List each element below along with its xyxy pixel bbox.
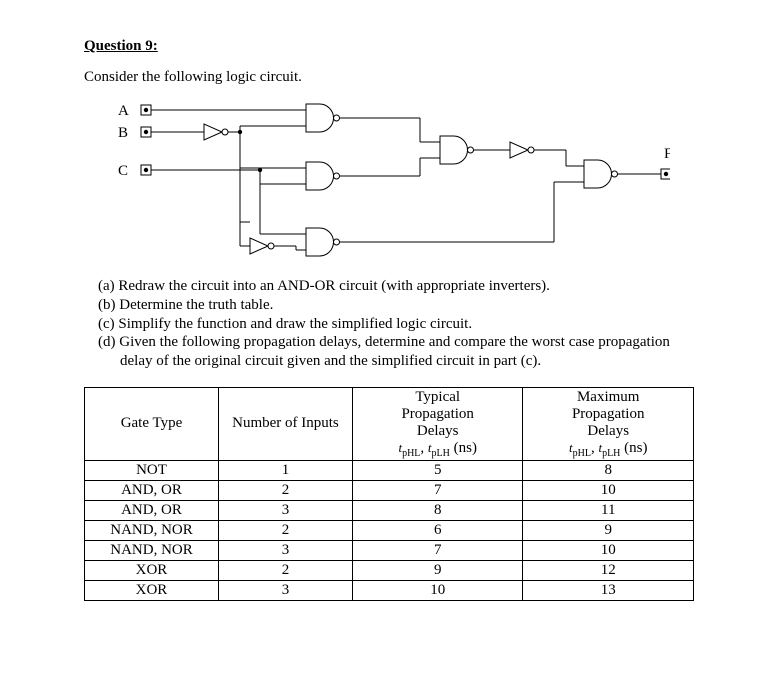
circuit-diagram: AB C F — [110, 96, 694, 271]
table-cell: 3 — [218, 500, 352, 520]
table-row: XOR31013 — [85, 580, 694, 600]
delays-table: Gate TypeNumber of InputsTypicalPropagat… — [84, 387, 694, 601]
table-cell: 5 — [352, 460, 523, 480]
question-title: Question 9: — [84, 38, 694, 55]
col-header: MaximumPropagationDelaystpHL, tpLH (ns) — [523, 387, 694, 460]
table-cell: 3 — [218, 580, 352, 600]
table-cell: 10 — [523, 480, 694, 500]
part-b: (b) Determine the truth table. — [84, 296, 694, 315]
table-cell: 1 — [218, 460, 352, 480]
table-cell: 10 — [352, 580, 523, 600]
table-cell: AND, OR — [85, 480, 219, 500]
table-row: NOT158 — [85, 460, 694, 480]
table-cell: NAND, NOR — [85, 520, 219, 540]
table-cell: 9 — [523, 520, 694, 540]
table-cell: 8 — [523, 460, 694, 480]
logic-circuit-svg: AB C F — [110, 96, 670, 266]
table-row: AND, OR2710 — [85, 480, 694, 500]
table-cell: XOR — [85, 560, 219, 580]
table-cell: 10 — [523, 540, 694, 560]
svg-text:A: A — [118, 103, 129, 119]
col-header: Number of Inputs — [218, 387, 352, 460]
table-cell: XOR — [85, 580, 219, 600]
table-cell: 7 — [352, 540, 523, 560]
col-header: TypicalPropagationDelaystpHL, tpLH (ns) — [352, 387, 523, 460]
table-cell: 8 — [352, 500, 523, 520]
table-cell: 11 — [523, 500, 694, 520]
table-cell: 9 — [352, 560, 523, 580]
svg-text:C: C — [118, 163, 128, 179]
table-cell: 6 — [352, 520, 523, 540]
table-row: NAND, NOR269 — [85, 520, 694, 540]
part-a: (a) Redraw the circuit into an AND-OR ci… — [84, 277, 694, 296]
page: Question 9: Consider the following logic… — [0, 0, 778, 683]
table-row: XOR2912 — [85, 560, 694, 580]
svg-text:F: F — [664, 146, 670, 162]
table-row: NAND, NOR3710 — [85, 540, 694, 560]
table-cell: 12 — [523, 560, 694, 580]
table-cell: 3 — [218, 540, 352, 560]
table-cell: 7 — [352, 480, 523, 500]
table-cell: 2 — [218, 560, 352, 580]
table-head: Gate TypeNumber of InputsTypicalPropagat… — [85, 387, 694, 460]
part-c: (c) Simplify the function and draw the s… — [84, 315, 694, 334]
intro-text: Consider the following logic circuit. — [84, 69, 694, 86]
table-row: AND, OR3811 — [85, 500, 694, 520]
table-cell: NOT — [85, 460, 219, 480]
table-cell: 2 — [218, 480, 352, 500]
table-cell: 13 — [523, 580, 694, 600]
col-header: Gate Type — [85, 387, 219, 460]
question-parts: (a) Redraw the circuit into an AND-OR ci… — [84, 277, 694, 371]
table-cell: 2 — [218, 520, 352, 540]
table-cell: AND, OR — [85, 500, 219, 520]
svg-text:B: B — [118, 125, 128, 141]
part-d: (d) Given the following propagation dela… — [84, 333, 694, 371]
table-body: NOT158AND, OR2710AND, OR3811NAND, NOR269… — [85, 460, 694, 600]
table-cell: NAND, NOR — [85, 540, 219, 560]
